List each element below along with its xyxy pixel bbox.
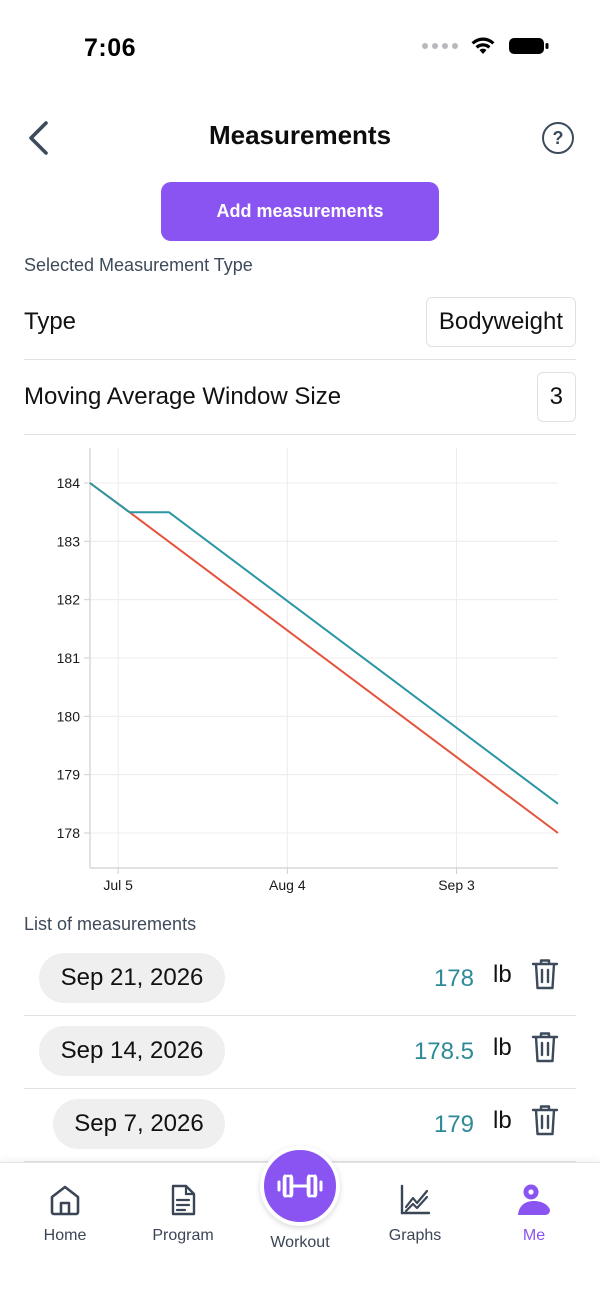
type-select[interactable]: Bodyweight [425, 297, 576, 347]
tab-me[interactable]: Me [484, 1183, 584, 1245]
list-item: Sep 14, 2026 178.5 lb [24, 1016, 576, 1089]
x-tick-label: Jul 5 [103, 877, 133, 893]
measurement-value: 178 [433, 965, 474, 992]
selected-type-label: Selected Measurement Type [24, 255, 253, 275]
y-tick-label: 181 [57, 650, 81, 666]
add-measurements-button[interactable]: Add measurements [161, 182, 439, 241]
measurement-unit: lb [493, 1107, 512, 1134]
page-title: Measurements [208, 120, 392, 150]
y-tick-label: 183 [57, 533, 81, 549]
measurement-date[interactable]: Sep 14, 2026 [39, 1026, 225, 1076]
workout-button[interactable] [260, 1146, 340, 1226]
measurement-value: 178.5 [413, 1038, 474, 1065]
type-label: Type [24, 308, 77, 335]
tab-program[interactable]: Program [133, 1183, 233, 1245]
window-size-input[interactable]: 3 [536, 372, 576, 422]
measurement-chart: 184 183 182 181 180 179 178 Jul 5 Aug 4 Sep 3 [57, 448, 559, 893]
list-item: Sep 21, 2026 178 lb [24, 943, 576, 1016]
list-item: Sep 7, 2026 179 lb [24, 1089, 576, 1162]
tab-graphs-label: Graphs [388, 1227, 442, 1244]
wifi-icon [471, 37, 495, 54]
cellular-signal-icon [422, 43, 458, 49]
question-mark-icon: ? [552, 127, 564, 148]
x-tick-label: Sep 3 [438, 877, 475, 893]
measurement-unit: lb [493, 1034, 512, 1061]
window-size-row: Moving Average Window Size 3 [24, 359, 576, 435]
window-size-label: Moving Average Window Size [24, 383, 342, 410]
tab-home-label: Home [43, 1227, 87, 1244]
trash-icon[interactable] [530, 957, 560, 991]
line-chart-icon [400, 1184, 431, 1215]
measurement-value: 179 [433, 1111, 474, 1138]
battery-icon [509, 38, 549, 54]
measurement-date[interactable]: Sep 21, 2026 [39, 953, 225, 1003]
list-section-label: List of measurements [24, 914, 197, 934]
tab-me-label: Me [522, 1227, 546, 1244]
document-icon [171, 1184, 196, 1216]
y-tick-label: 179 [57, 767, 81, 783]
y-tick-label: 180 [57, 708, 81, 724]
home-icon [50, 1185, 80, 1216]
status-time: 7:06 [84, 34, 137, 62]
tab-graphs[interactable]: Graphs [365, 1183, 465, 1245]
trash-icon[interactable] [530, 1103, 560, 1137]
type-row: Type Bodyweight [24, 284, 576, 360]
help-button[interactable]: ? [542, 122, 574, 154]
x-tick-label: Aug 4 [269, 877, 306, 893]
chevron-left-icon [29, 121, 48, 155]
measurement-unit: lb [493, 961, 512, 988]
y-tick-label: 184 [57, 475, 81, 491]
user-icon [518, 1184, 550, 1215]
tab-program-label: Program [152, 1227, 214, 1244]
dumbbell-icon [277, 1174, 323, 1198]
y-tick-label: 182 [57, 592, 81, 608]
tab-workout-label: Workout [270, 1234, 330, 1251]
nav-header: Measurements ? [0, 100, 600, 176]
tab-home[interactable]: Home [15, 1183, 115, 1245]
status-bar: 7:06 [0, 0, 600, 96]
status-icons [422, 36, 550, 56]
trash-icon[interactable] [530, 1030, 560, 1064]
back-button[interactable] [18, 116, 58, 160]
series-line-2 [89, 482, 559, 805]
y-tick-label: 178 [57, 825, 81, 841]
measurement-date[interactable]: Sep 7, 2026 [53, 1099, 225, 1149]
